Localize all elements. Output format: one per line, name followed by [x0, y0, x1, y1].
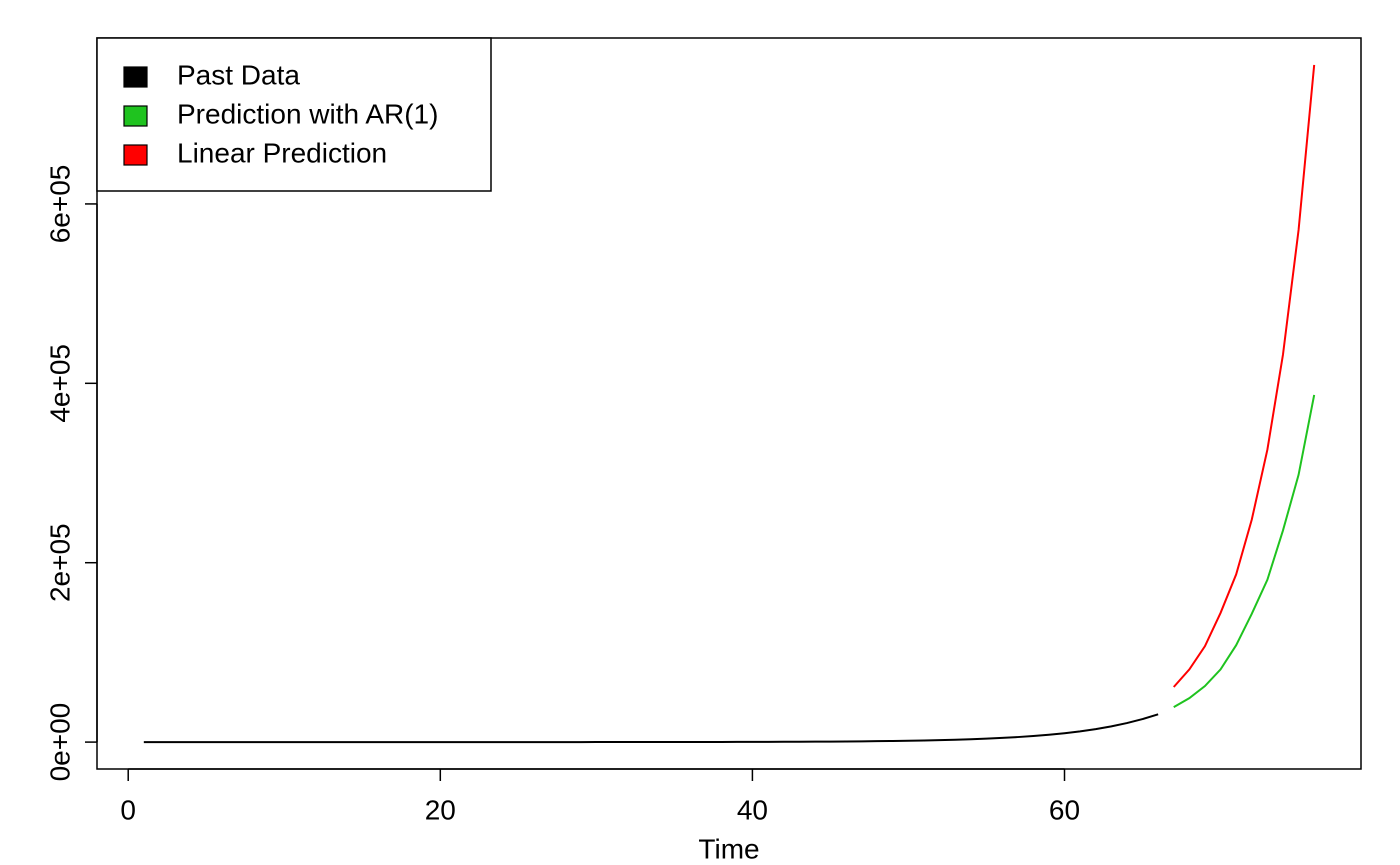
legend-swatch — [123, 66, 148, 88]
series-line — [143, 713, 1159, 744]
legend-label: Linear Prediction — [177, 137, 387, 168]
series-line — [1173, 394, 1316, 708]
legend-swatch — [123, 144, 148, 166]
x-tick-label: 60 — [1049, 794, 1080, 825]
x-tick-label: 20 — [425, 794, 456, 825]
x-tick-label: 0 — [120, 794, 136, 825]
y-tick-label: 2e+05 — [44, 523, 75, 602]
legend-swatch — [123, 105, 148, 127]
x-axis-label: Time — [698, 833, 759, 864]
x-tick-label: 40 — [737, 794, 768, 825]
y-tick-label: 0e+00 — [44, 703, 75, 782]
y-tick-label: 6e+05 — [44, 165, 75, 244]
y-tick-label: 4e+05 — [44, 344, 75, 423]
legend-label: Past Data — [177, 59, 300, 90]
series-line — [1172, 64, 1316, 688]
legend-box — [96, 37, 492, 192]
legend-label: Prediction with AR(1) — [177, 98, 438, 129]
